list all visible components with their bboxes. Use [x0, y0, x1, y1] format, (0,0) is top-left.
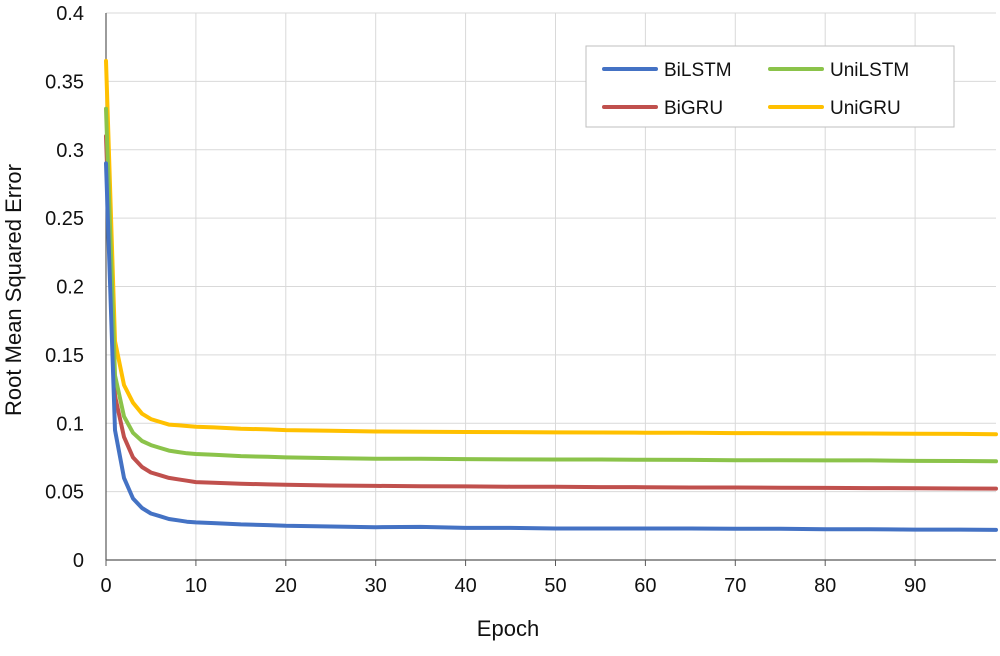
x-tick-label: 20 [275, 575, 297, 597]
y-tick-label: 0.35 [45, 71, 84, 93]
x-tick-label: 60 [634, 575, 656, 597]
x-tick-label: 40 [454, 575, 476, 597]
y-tick-label: 0.1 [56, 413, 84, 435]
y-tick-label: 0.25 [45, 208, 84, 230]
legend-label-bigru: BiGRU [664, 98, 723, 119]
y-tick-label: 0.2 [56, 277, 84, 299]
series-line-unilstm [104, 106, 998, 464]
y-tick-label: 0.4 [56, 3, 84, 25]
x-tick-labels: 0 10 20 30 40 50 60 70 80 90 [100, 575, 926, 597]
x-tick-label: 90 [904, 575, 926, 597]
x-tick-label: 0 [100, 575, 111, 597]
y-tick-label: 0.05 [45, 482, 84, 504]
series-lines [104, 58, 998, 532]
legend-label-bilstm: BiLSTM [664, 60, 732, 81]
x-tick-label: 70 [724, 575, 746, 597]
gridlines [106, 12, 996, 560]
x-tick-label: 50 [544, 575, 566, 597]
legend: BiLSTM UniLSTM BiGRU UniGRU [585, 45, 955, 128]
x-tick-label: 30 [365, 575, 387, 597]
x-tick-label: 10 [185, 575, 207, 597]
x-tick-label: 80 [814, 575, 836, 597]
series-line-unigru [104, 58, 998, 437]
y-tick-label: 0.15 [45, 345, 84, 367]
x-axis-title: Epoch [477, 616, 539, 641]
y-tick-label: 0 [73, 550, 84, 572]
y-tick-label: 0.3 [56, 140, 84, 162]
legend-box [585, 45, 955, 128]
legend-label-unigru: UniGRU [830, 98, 901, 119]
y-tick-labels: 0 0.05 0.1 0.15 0.2 0.25 0.3 0.35 0.4 [45, 3, 84, 572]
legend-label-unilstm: UniLSTM [830, 60, 909, 81]
series-line-bilstm [104, 161, 998, 532]
y-axis-title: Root Mean Squared Error [1, 164, 26, 416]
series-line-bigru [104, 134, 998, 491]
